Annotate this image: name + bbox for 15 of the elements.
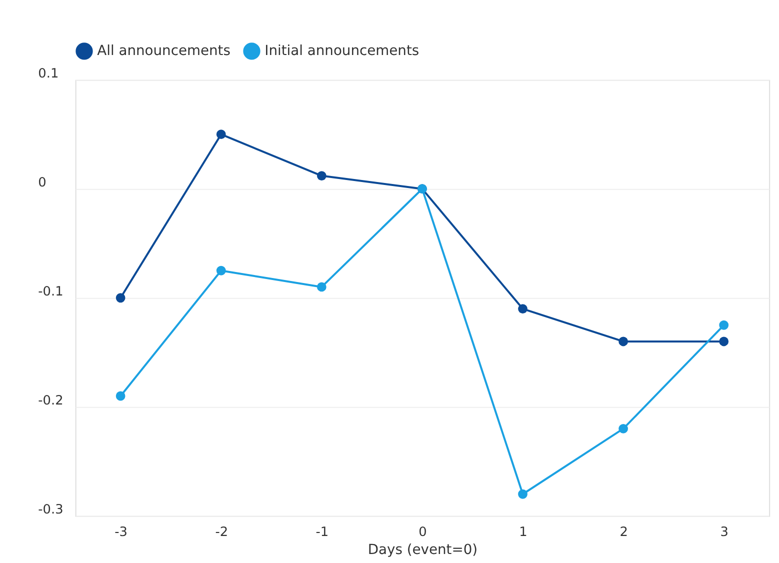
y-tick-label: -0.1	[38, 284, 64, 300]
y-tick-label: 0	[38, 175, 46, 190]
legend-label: All announcements	[97, 43, 230, 60]
legend-label: Initial announcements	[264, 43, 420, 60]
x-tick-label: 0	[418, 525, 427, 540]
x-tick-label: 3	[720, 525, 728, 540]
y-tick-label: -0.3	[38, 502, 64, 518]
y-tick-label: 0.1	[38, 66, 59, 82]
x-tick-label: -1	[316, 525, 329, 540]
x-tick-label: -2	[215, 525, 228, 540]
x-tick-label: 2	[620, 525, 628, 540]
y-tick-label: -0.2	[38, 393, 64, 408]
x-axis-title: Days (event=0)	[368, 542, 478, 558]
x-tick-label: 1	[519, 525, 528, 540]
x-tick-label: -3	[114, 525, 128, 540]
